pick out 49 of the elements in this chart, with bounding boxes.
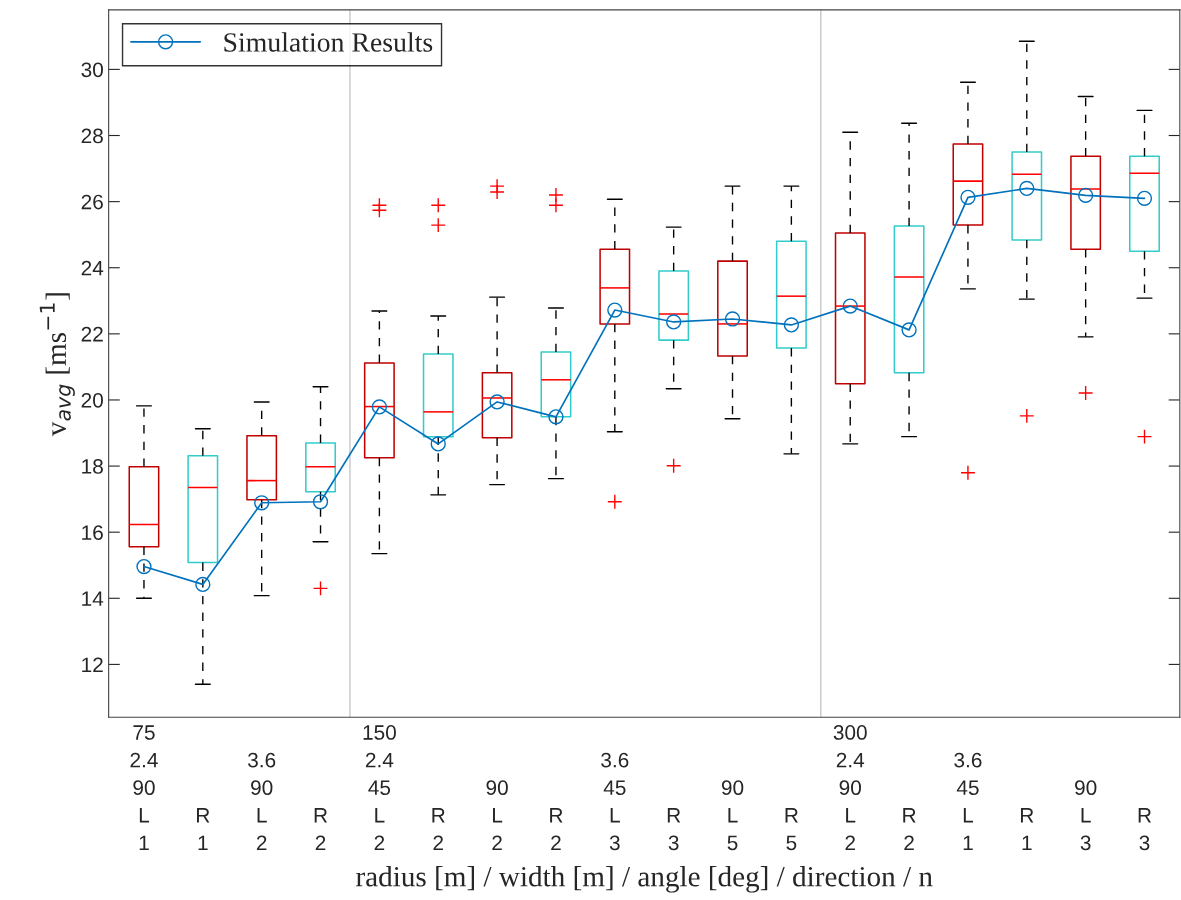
point bbox=[371, 399, 388, 415]
point bbox=[960, 189, 976, 205]
x-tick-label: R 2 bbox=[314, 808, 328, 851]
x-tick-label: R 1 bbox=[1020, 808, 1034, 851]
point bbox=[1019, 180, 1035, 197]
y-tick-label: 24 bbox=[81, 260, 104, 276]
x-tick-label: 300 2.4 90 L 2 bbox=[833, 725, 867, 851]
x-tick-label: R 5 bbox=[785, 808, 798, 851]
y-tick-label: 30 bbox=[81, 62, 103, 78]
x-tick-label: 90 L 5 bbox=[721, 780, 744, 851]
point bbox=[548, 409, 564, 425]
y-tick-label: 18 bbox=[82, 459, 103, 474]
x-tick-label: 3.6 90 L 2 bbox=[247, 752, 276, 851]
y-tick-label: 28 bbox=[81, 128, 103, 144]
legend-label: Simulation Results bbox=[224, 32, 433, 52]
x-tick-label: R 3 bbox=[667, 808, 681, 851]
point bbox=[724, 311, 741, 327]
y-tick-label: 16 bbox=[82, 525, 103, 540]
x-tick-label: 3.6 45 L 1 bbox=[954, 752, 982, 851]
point bbox=[901, 322, 917, 338]
point bbox=[1136, 190, 1153, 206]
x-tick-label: 150 2.4 45 L 2 bbox=[363, 725, 396, 851]
x-tick-label: R 1 bbox=[197, 808, 210, 851]
y-tick-label: 14 bbox=[82, 591, 104, 606]
x-tick-label: 75 2.4 90 L 1 bbox=[130, 725, 158, 851]
x-tick-label: R 2 bbox=[903, 808, 916, 851]
x-axis-title: radius [m] / width [m] / angle [deg] / direction / n bbox=[356, 866, 933, 893]
point bbox=[1078, 187, 1094, 203]
x-tick-label: R 3 bbox=[1138, 808, 1152, 851]
y-tick-label: 26 bbox=[81, 194, 103, 210]
point bbox=[195, 576, 211, 593]
y-tick-label: 20 bbox=[81, 392, 103, 408]
point bbox=[430, 436, 446, 452]
x-tick-label: 90 L 3 bbox=[1075, 780, 1097, 851]
point bbox=[607, 302, 623, 318]
x-tick-label: 3.6 45 L 3 bbox=[601, 752, 629, 851]
y-tick-label: 12 bbox=[82, 657, 103, 672]
point bbox=[489, 394, 505, 410]
point bbox=[842, 298, 858, 314]
x-tick-label: R 2 bbox=[550, 808, 563, 851]
point bbox=[783, 317, 800, 333]
point bbox=[136, 558, 152, 575]
y-tick-label: 22 bbox=[81, 326, 103, 342]
point bbox=[666, 314, 682, 330]
point bbox=[254, 495, 270, 511]
y-axis-title: v$_{avg}$ [ms$^{−1}$] bbox=[39, 293, 75, 437]
x-tick-label: R 2 bbox=[432, 808, 445, 851]
x-tick-label: 90 L 2 bbox=[486, 780, 508, 851]
point bbox=[312, 494, 329, 510]
